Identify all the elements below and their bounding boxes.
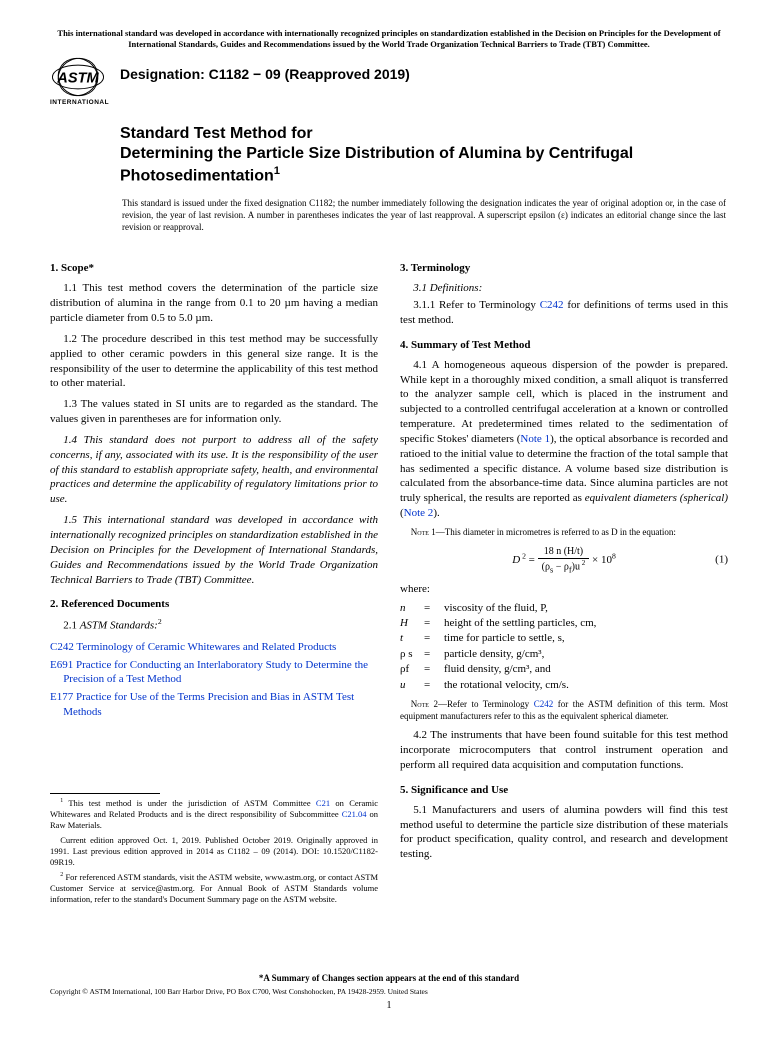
ref-e691-code[interactable]: E691: [50, 659, 73, 671]
para-2-1: 2.1 ASTM Standards:2: [50, 617, 378, 634]
para-1-5-text: 1.5 This international standard was deve…: [50, 514, 378, 585]
ref-e691-text: Practice for Conducting an Interlaborato…: [63, 659, 368, 686]
link-note-1[interactable]: Note 1: [520, 433, 550, 445]
section-1-heading: 1. Scope*: [50, 261, 378, 276]
title-footnote-ref: 1: [274, 165, 280, 177]
equation-1: D 2 = 18 n (H/t) (ρs − ρf)u 2 × 108 (1): [400, 545, 728, 576]
title-line-1: Standard Test Method for: [120, 125, 313, 142]
logo-text: INTERNATIONAL: [50, 99, 106, 106]
note2-lead: Note 2—: [411, 699, 447, 709]
note1-text: This diameter in micrometres is referred…: [445, 527, 676, 537]
ref-e177-text: Practice for Use of the Terms Precision …: [63, 691, 354, 718]
astm-logo: ASTM INTERNATIONAL: [50, 56, 106, 106]
eq-fraction: 18 n (H/t) (ρs − ρf)u 2: [538, 545, 590, 576]
para-1-1: 1.1 This test method covers the determin…: [50, 281, 378, 326]
where-H: H=height of the settling particles, cm,: [400, 616, 728, 631]
eq-number: (1): [715, 553, 728, 568]
s311a: 3.1.1 Refer to Terminology: [413, 299, 540, 311]
title-block: Standard Test Method for Determining the…: [120, 124, 728, 233]
ref-c242: C242 Terminology of Ceramic Whitewares a…: [50, 640, 378, 655]
where-list: n=viscosity of the fluid, P, H=height of…: [400, 601, 728, 693]
s2-sup: 2: [158, 617, 162, 626]
eq-D: D: [512, 554, 520, 566]
right-column: 3. Terminology 3.1 Definitions: 3.1.1 Re…: [400, 251, 728, 909]
eq-numerator: 18 n (H/t): [538, 545, 590, 560]
fn1a: This test method is under the jurisdicti…: [68, 798, 316, 808]
para-3-1: 3.1 Definitions:: [400, 281, 728, 296]
s2-em: ASTM Standards:: [80, 620, 158, 632]
page: This international standard was develope…: [0, 0, 778, 1041]
where-rho-f: ρf=fluid density, g/cm³, and: [400, 662, 728, 677]
top-disclaimer: This international standard was develope…: [50, 28, 728, 50]
svg-text:ASTM: ASTM: [56, 71, 99, 87]
para-1-5: 1.5 This international standard was deve…: [50, 513, 378, 587]
para-4-2: 4.2 The instruments that have been found…: [400, 728, 728, 773]
note2a: Refer to Terminology: [447, 699, 534, 709]
para-5-1: 5.1 Manufacturers and users of alumina p…: [400, 803, 728, 862]
footer-copyright: Copyright © ASTM International, 100 Barr…: [50, 987, 728, 996]
footnotes: 1 This test method is under the jurisdic…: [50, 798, 378, 905]
body-columns: 1. Scope* 1.1 This test method covers th…: [50, 251, 728, 909]
note1-lead: Note 1—: [411, 527, 445, 537]
issuance-note: This standard is issued under the fixed …: [120, 198, 728, 233]
eq-equals: =: [526, 554, 538, 566]
eq-mult: × 10: [592, 554, 612, 566]
footnote-1: 1 This test method is under the jurisdic…: [50, 798, 378, 831]
eq-mult-exp: 8: [612, 551, 616, 560]
where-n: n=viscosity of the fluid, P,: [400, 601, 728, 616]
where-u: u=the rotational velocity, cm/s.: [400, 678, 728, 693]
link-c242-note2[interactable]: C242: [534, 699, 554, 709]
para-1-2: 1.2 The procedure described in this test…: [50, 332, 378, 391]
para-1-3: 1.3 The values stated in SI units are to…: [50, 397, 378, 427]
title-line-2: Determining the Particle Size Distributi…: [120, 145, 633, 184]
left-column: 1. Scope* 1.1 This test method covers th…: [50, 251, 378, 909]
s41d: ).: [433, 507, 439, 519]
section-4-heading: 4. Summary of Test Method: [400, 338, 728, 353]
para-3-1-1: 3.1.1 Refer to Terminology C242 for defi…: [400, 298, 728, 328]
fn1-link-c2104[interactable]: C21.04: [342, 809, 367, 819]
para-4-1: 4.1 A homogeneous aqueous dispersion of …: [400, 358, 728, 521]
footnote-2: 2 For referenced ASTM standards, visit t…: [50, 872, 378, 905]
standard-title: Standard Test Method for Determining the…: [120, 124, 728, 186]
ref-e691: E691 Practice for Conducting an Interlab…: [50, 658, 378, 688]
page-number: 1: [50, 1000, 728, 1011]
note-1: Note 1—This diameter in micrometres is r…: [400, 527, 728, 539]
ref-c242-code[interactable]: C242: [50, 641, 74, 653]
where-label: where:: [400, 582, 728, 597]
link-note-2[interactable]: Note 2: [404, 507, 434, 519]
designation: Designation: C1182 − 09 (Reapproved 2019…: [120, 66, 410, 82]
link-c242-term[interactable]: C242: [540, 299, 564, 311]
where-rho-s: ρ s=particle density, g/cm³,: [400, 647, 728, 662]
footer-changes-note: *A Summary of Changes section appears at…: [50, 973, 728, 983]
header: ASTM INTERNATIONAL Designation: C1182 − …: [50, 60, 728, 106]
section-2-heading: 2. Referenced Documents: [50, 597, 378, 612]
ref-e177: E177 Practice for Use of the Terms Preci…: [50, 690, 378, 720]
footer: *A Summary of Changes section appears at…: [50, 973, 728, 1011]
fn2-text: For referenced ASTM standards, visit the…: [50, 872, 378, 904]
where-t: t=time for particle to settle, s,: [400, 631, 728, 646]
section-3-heading: 3. Terminology: [400, 261, 728, 276]
eq-denominator: (ρs − ρf)u 2: [538, 559, 590, 576]
s41em: equivalent diameters (spherical): [585, 492, 728, 504]
ref-e177-code[interactable]: E177: [50, 691, 73, 703]
s2-lead: 2.1: [63, 620, 80, 632]
footnote-1d: Current edition approved Oct. 1, 2019. P…: [50, 835, 378, 868]
fn1-link-c21[interactable]: C21: [316, 798, 330, 808]
footnote-rule: [50, 793, 160, 794]
note-2: Note 2—Refer to Terminology C242 for the…: [400, 699, 728, 722]
section-5-heading: 5. Significance and Use: [400, 783, 728, 798]
para-1-4: 1.4 This standard does not purport to ad…: [50, 433, 378, 507]
ref-c242-text: Terminology of Ceramic Whitewares and Re…: [74, 641, 336, 653]
para-1-4-text: 1.4 This standard does not purport to ad…: [50, 434, 378, 505]
